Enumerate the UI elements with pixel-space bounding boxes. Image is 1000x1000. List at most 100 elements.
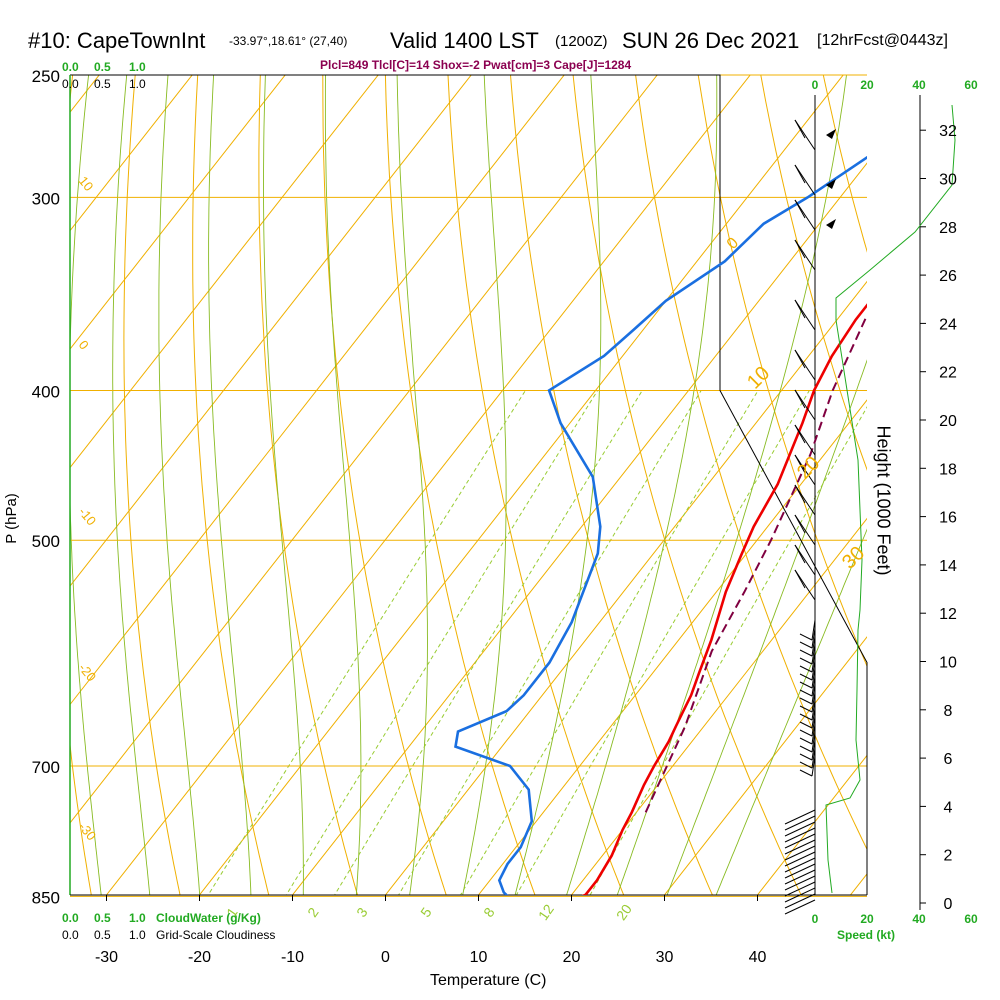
x-tick-label: -20 [188,949,211,966]
height-tick-label: 22 [939,365,957,382]
wind-barb [811,715,816,737]
dry-adiabat-line [697,75,867,668]
wind-barb [799,753,813,761]
height-tick-label: 20 [939,413,957,430]
wind-barb [794,164,806,184]
wind-barb [784,863,816,879]
dry-adiabat-line [192,75,270,895]
isotherm-line [70,75,379,469]
height-tick-label: 4 [944,799,953,816]
speed-tick-label: 0 [812,912,819,926]
x-tick-label: 30 [656,949,674,966]
moist-adiabat-line [27,0,74,1000]
wind-barb [794,454,806,474]
mixing-ratio-label: 5 [417,904,435,920]
wind-pennant [826,179,836,189]
x-axis-title: Temperature (C) [430,972,547,989]
theta-label: -10 [76,504,100,528]
station-title: #10: CapeTownInt [28,28,206,53]
cloudwater-label: CloudWater (g/Kg) [156,911,261,925]
wind-barb [794,119,806,139]
height-tick-label: 12 [939,606,957,623]
wind-barb [794,199,806,219]
wind-barb [799,697,813,705]
cloudiness-label: Grid-Scale Cloudiness [156,928,276,942]
wind-barb [794,349,806,369]
wind-barb [799,681,813,689]
height-tick-label: 28 [939,220,957,237]
moist-adiabat-line [158,75,201,895]
wind-barb [811,667,816,689]
moist-adiabat-line [462,75,507,895]
wind-barb [784,857,816,873]
isotherm-line [831,0,1000,1000]
height-tick-label: 26 [939,268,957,285]
speed-tick-label: 60 [964,78,978,92]
height-tick-label: 6 [944,751,953,768]
isotherm-line [849,873,867,895]
theta-label: 30 [838,542,869,573]
wind-barb [794,239,806,259]
wind-barb [811,643,816,665]
wind-barb [799,641,813,649]
plot-border [70,74,868,895]
wind-barb [799,657,813,665]
theta-label: 20 [793,452,824,483]
height-tick-label: 24 [939,316,957,333]
wind-barb [784,827,816,843]
dry-adiabat-line [914,0,1000,1000]
wind-barb [811,627,816,649]
y-axis-title: P (hPa) [2,493,20,544]
moist-adiabat-line [616,75,847,895]
wind-barb [794,484,806,504]
wind-barb [799,729,813,737]
mixing-ratio-line [459,390,759,895]
plot-frame [69,74,921,910]
wind-barb [799,633,813,641]
mixing-ratio-label: 20 [613,901,635,923]
wind-barb [799,761,813,769]
wind-barb [799,705,813,713]
moist-adiabat-line [566,75,718,895]
pressure-tick-label: 700 [32,758,60,777]
speed-axis-title: Speed (kt) [837,928,896,942]
height-tick-label: 0 [944,896,953,913]
dry-adiabat-line [322,75,447,895]
height-tick-label: 14 [939,558,957,575]
pressure-tick-label: 400 [32,382,60,401]
wind-barb [784,887,816,903]
utc-time: (1200Z) [555,33,608,50]
wind-barb [799,745,813,753]
parcel-parameters: Plcl=849 Tlcl[C]=14 Shox=-2 Pwat[cm]=3 C… [320,58,632,72]
isotherm-line [70,75,193,232]
wind-barb [811,699,816,721]
isotherm-line [663,636,867,895]
height-tick-label: 18 [939,461,957,478]
isotherm-line [291,162,867,895]
wind-barb [784,881,816,897]
wind-barb [811,619,816,641]
moist-adiabat-line [324,75,362,895]
wind-barb [784,809,816,825]
isotherm-line [70,75,658,824]
dry-adiabat-line [123,75,181,895]
series-parcel-line [644,314,867,813]
wind-barb [811,755,816,777]
theta-label: 0 [724,234,742,252]
moist-adiabat-line [70,75,102,895]
moist-adiabat-line [396,75,428,895]
dry-adiabat-line [760,75,867,471]
height-tick-label: 2 [944,848,953,865]
moist-adiabat-line [208,75,252,895]
series-temperature-line [581,303,867,895]
moist-adiabat-line [666,359,867,895]
wind-barb [794,569,806,589]
x-tick-label: -10 [281,949,304,966]
wind-barb [811,635,816,657]
wind-barb [811,707,816,729]
wind-barb [799,649,813,657]
wind-barb [784,869,816,885]
theta-label: -30 [76,819,100,843]
